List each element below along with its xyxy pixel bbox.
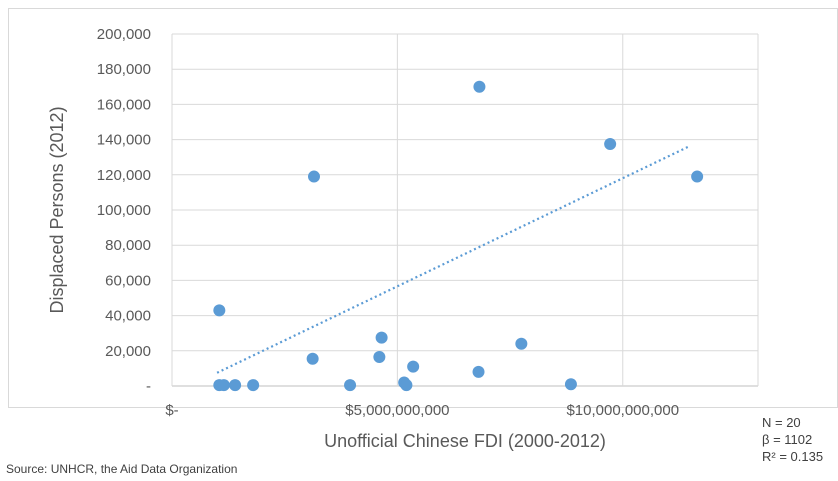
y-tick-label: 200,000: [97, 26, 151, 43]
y-tick-label: -: [146, 378, 151, 395]
y-tick-label: 140,000: [97, 132, 151, 149]
x-tick-label: $-: [165, 402, 178, 419]
x-tick-label: $5,000,000,000: [345, 402, 449, 419]
data-point: [344, 379, 357, 392]
data-point: [247, 379, 260, 392]
trendline-group: [216, 144, 691, 374]
data-point: [473, 80, 486, 93]
data-point: [564, 378, 577, 391]
x-tick-label: $10,000,000,000: [566, 402, 679, 419]
data-point: [407, 360, 420, 373]
y-tick-label: 60,000: [105, 272, 151, 289]
y-tick-label: 20,000: [105, 343, 151, 360]
data-points: [213, 80, 704, 392]
stat-r2: R² = 0.135: [762, 449, 824, 464]
y-axis-title: Displaced Persons (2012): [47, 106, 67, 313]
y-tick-label: 40,000: [105, 308, 151, 325]
y-tick-labels: - 20,000 40,000 60,000 80,000 100,000 120,000 1…: [97, 26, 151, 395]
data-point: [400, 379, 413, 392]
x-axis-title: Unofficial Chinese FDI (2000-2012): [324, 431, 606, 451]
y-tick-label: 100,000: [97, 202, 151, 219]
data-point: [375, 331, 388, 344]
x-tick-labels: $- $5,000,000,000 $10,000,000,000: [165, 402, 679, 419]
stats-box: N = 20 β = 1102 R² = 0.135: [762, 414, 823, 465]
data-point: [373, 350, 386, 363]
y-tick-label: 180,000: [97, 61, 151, 78]
stat-n: N = 20: [762, 415, 801, 430]
gridlines: [171, 33, 759, 387]
source-note: Source: UNHCR, the Aid Data Organization: [6, 462, 238, 476]
data-point: [307, 170, 320, 183]
stat-beta: β = 1102: [762, 432, 813, 447]
data-point: [217, 379, 230, 392]
data-point: [306, 352, 319, 365]
data-point: [691, 170, 704, 183]
y-tick-label: 160,000: [97, 96, 151, 113]
y-tick-label: 80,000: [105, 237, 151, 254]
y-tick-label: 120,000: [97, 167, 151, 184]
data-point: [515, 337, 528, 350]
data-point: [229, 379, 242, 392]
data-point: [472, 365, 485, 378]
trendline: [216, 144, 691, 374]
data-point: [604, 138, 617, 150]
data-point: [213, 304, 226, 317]
